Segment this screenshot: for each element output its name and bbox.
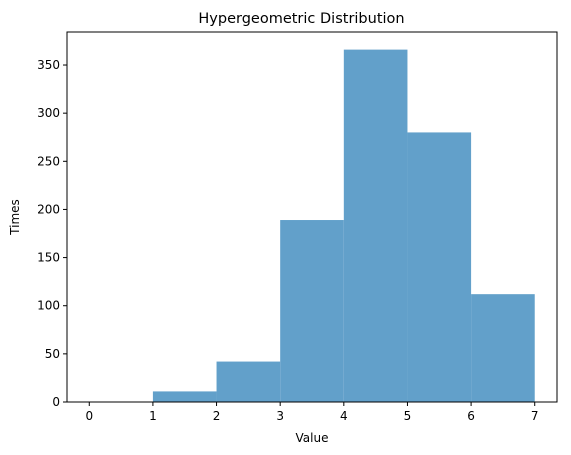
x-tick-label-5: 5	[404, 409, 412, 423]
x-axis-ticks: 0 1 2 3 4 5 6 7	[85, 402, 539, 423]
y-tick-label-6: 300	[37, 106, 60, 120]
x-tick-label-0: 0	[85, 409, 93, 423]
plot-frame	[66, 31, 558, 403]
histogram-bar-3	[280, 220, 344, 402]
x-tick-label-6: 6	[467, 409, 475, 423]
y-tick-label-4: 200	[37, 202, 60, 216]
histogram-bar-2	[216, 361, 281, 402]
y-tick-label-1: 50	[45, 347, 60, 361]
chart-title: Hypergeometric Distribution	[198, 11, 404, 27]
y-tick-label-7: 350	[37, 58, 60, 72]
histogram-bar-6	[471, 294, 535, 402]
histogram-bar-5	[407, 132, 472, 402]
bars-group	[152, 49, 535, 402]
y-tick-label-5: 250	[37, 154, 60, 168]
x-tick-label-4: 4	[340, 409, 348, 423]
x-tick-label-3: 3	[276, 409, 284, 423]
x-axis-label: Value	[296, 431, 329, 445]
x-tick-label-7: 7	[531, 409, 539, 423]
y-tick-label-3: 150	[37, 251, 60, 265]
histogram-bar-4	[343, 49, 408, 402]
y-axis-label: Times	[8, 199, 22, 236]
y-tick-label-2: 100	[37, 299, 60, 313]
histogram-bar-1	[152, 391, 217, 402]
x-tick-label-2: 2	[213, 409, 221, 423]
y-tick-label-0: 0	[52, 395, 60, 409]
x-tick-label-1: 1	[149, 409, 157, 423]
y-axis-ticks: 0 50 100 150 200 250 300 350	[37, 58, 67, 409]
